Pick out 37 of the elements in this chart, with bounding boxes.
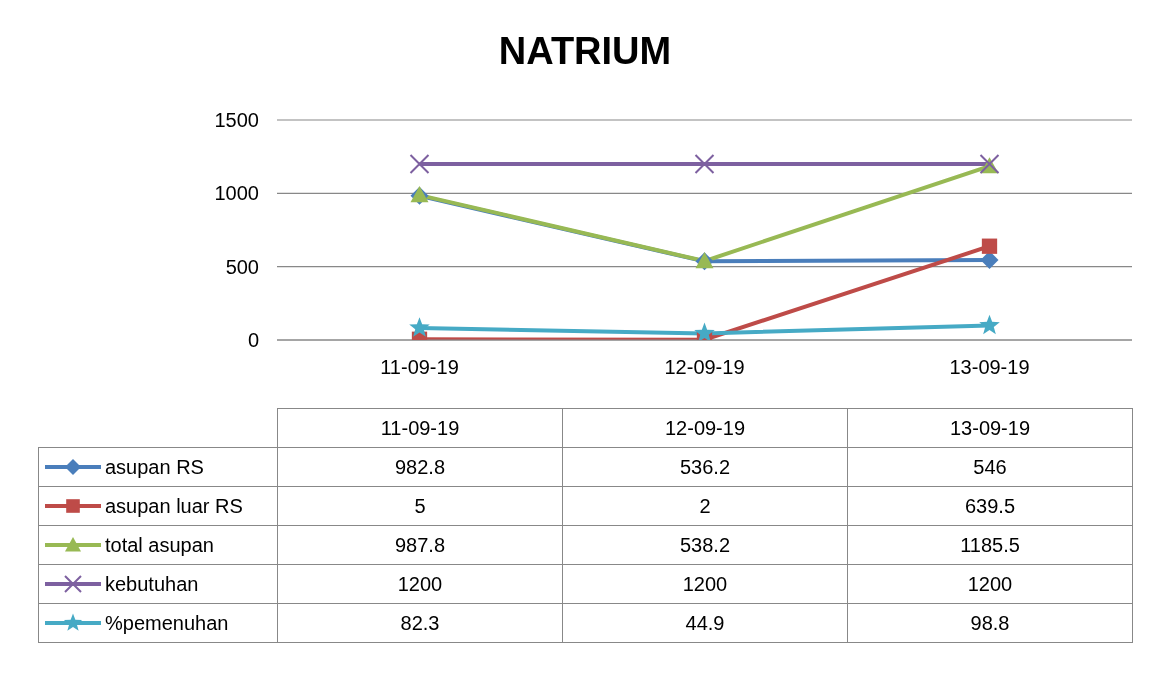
data-label: 1200 (847, 564, 1133, 604)
point (409, 317, 430, 337)
chart-title: NATRIUM (497, 30, 673, 73)
data-label: 1200 (277, 564, 563, 604)
data-label: 639.5 (847, 486, 1133, 526)
point (979, 314, 1000, 335)
data-label: 5 (277, 486, 563, 526)
x-tick-label: 11-09-19 (380, 356, 459, 379)
data-label: 982.8 (277, 447, 563, 487)
x-tick-label: 13-09-19 (949, 356, 1030, 379)
data-label: 546 (847, 447, 1133, 487)
y-tick-label: 1500 (214, 109, 259, 132)
point (694, 322, 715, 340)
data-label: 1200 (562, 564, 848, 604)
y-tick-label: 1000 (214, 182, 259, 205)
category-label: 13-09-19 (949, 416, 1031, 439)
data-label: 987.8 (277, 525, 563, 565)
x-tick-label: 12-09-19 (664, 356, 745, 379)
data-label: 82.3 (277, 603, 563, 643)
y-tick-label: 0 (247, 329, 259, 352)
y-tick-label: 500 (225, 255, 259, 278)
data-label: 538.2 (562, 525, 848, 565)
data-label: 44.9 (562, 603, 848, 643)
data-label: 536.2 (562, 447, 848, 487)
category-label: 11-09-19 (380, 416, 460, 439)
category-label: 12-09-19 (664, 416, 746, 439)
legend-label: asupan luar RS (105, 494, 243, 518)
legend-label: asupan RS (105, 455, 204, 479)
data-label: 98.8 (847, 603, 1133, 643)
point (981, 238, 998, 254)
data-label: 1185.5 (847, 525, 1133, 565)
point (694, 154, 715, 174)
legend-label: total asupan (105, 533, 214, 557)
data-label: 2 (562, 486, 848, 526)
legend-label: kebutuhan (105, 572, 199, 596)
point (409, 154, 430, 174)
legend-label: %pemenuhan (105, 611, 229, 635)
